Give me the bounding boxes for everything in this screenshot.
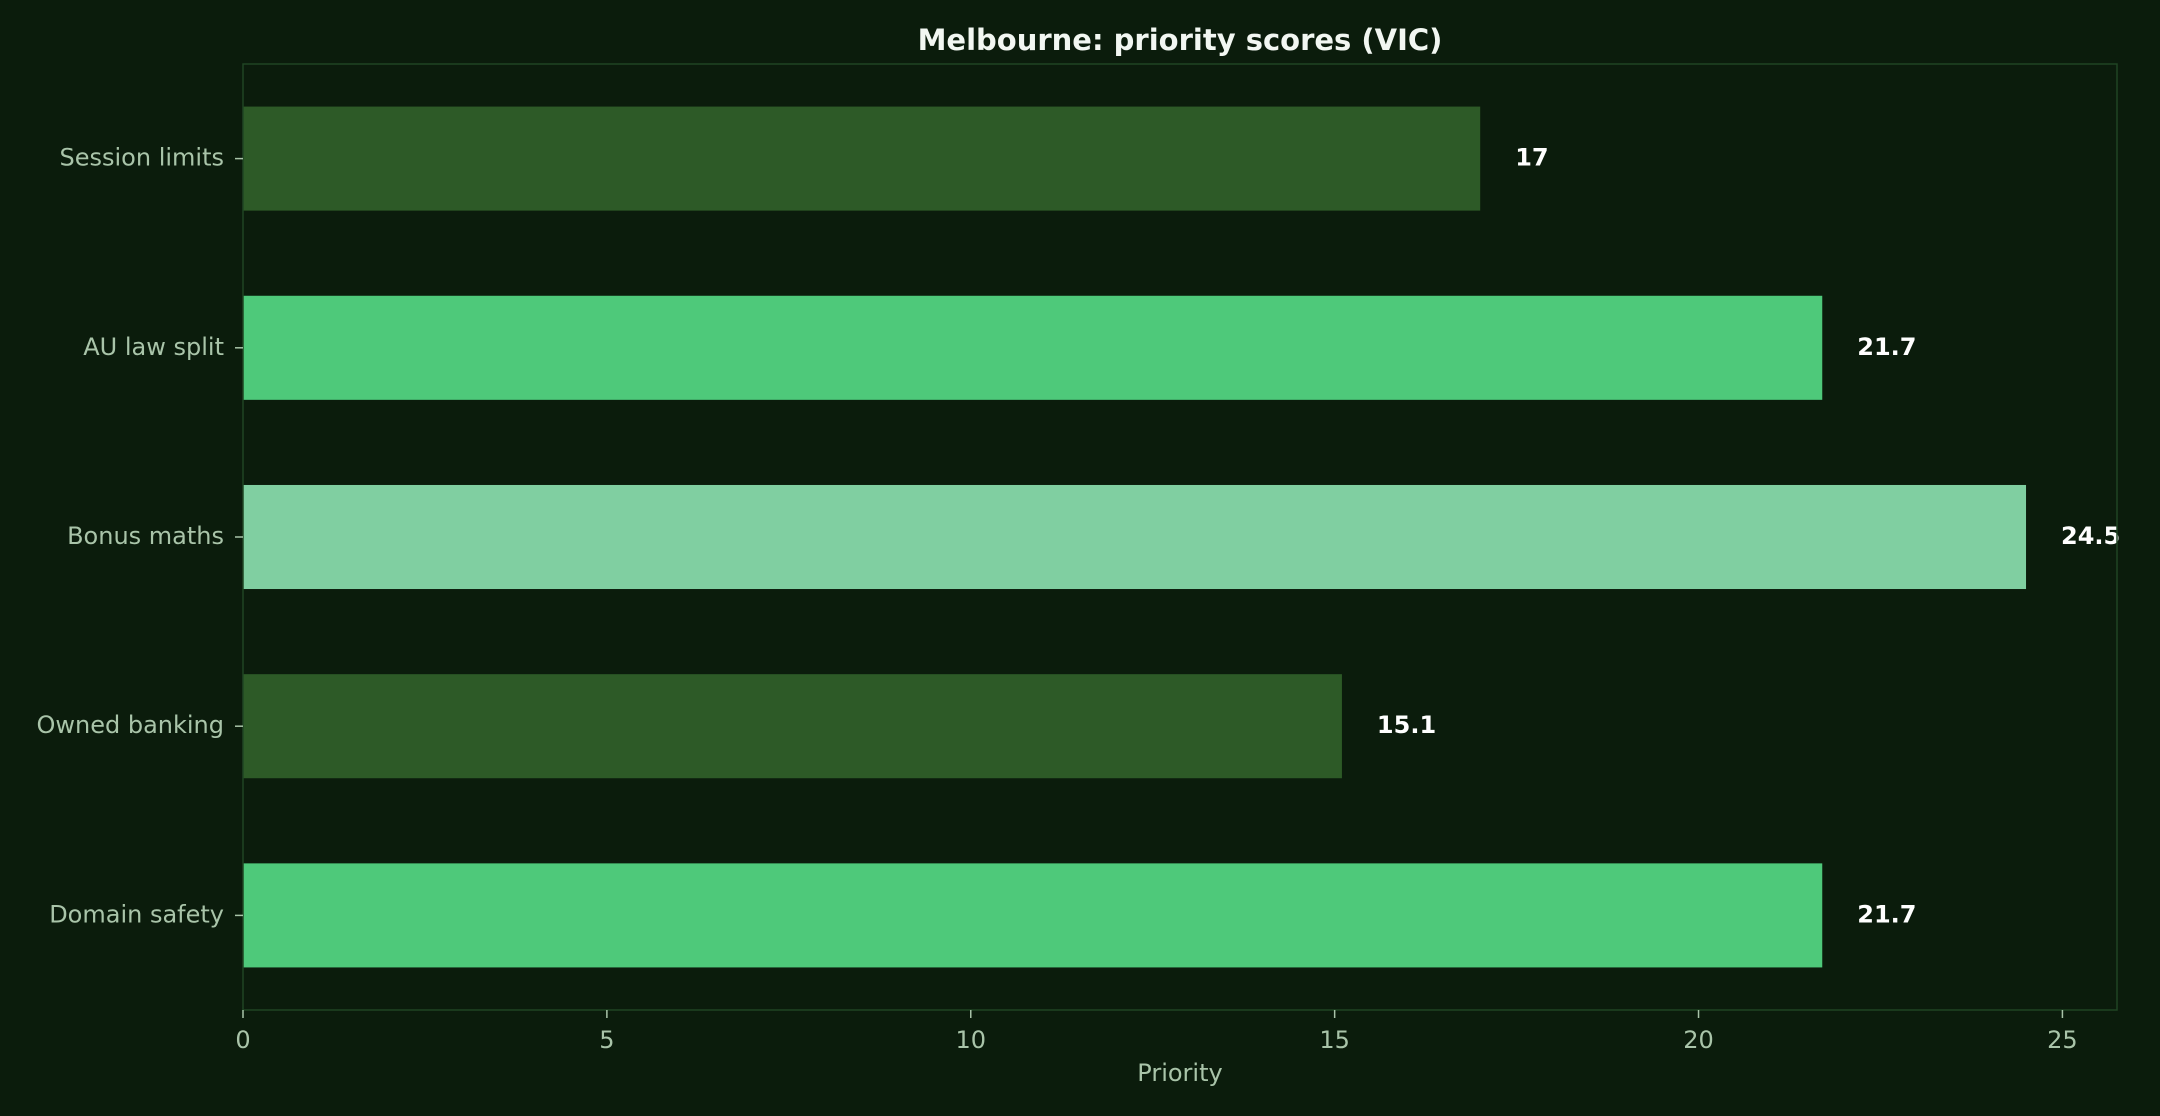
x-tick-label-5: 5 <box>599 1026 614 1054</box>
x-axis: 0 5 10 15 20 25 <box>235 1010 2078 1054</box>
x-tick-label-25: 25 <box>2047 1026 2078 1054</box>
bar-au-law-split <box>243 295 1823 400</box>
data-label-bonus-maths: 24.5 <box>2061 522 2120 550</box>
data-label-session-limits: 17 <box>1515 144 1548 172</box>
data-label-domain-safety: 21.7 <box>1857 900 1916 928</box>
x-axis-label: Priority <box>1137 1059 1222 1087</box>
x-tick-label-20: 20 <box>1683 1026 1714 1054</box>
y-tick-label-au-law-split: AU law split <box>83 333 224 361</box>
data-label-au-law-split: 21.7 <box>1857 333 1916 361</box>
data-label-owned-banking: 15.1 <box>1377 711 1436 739</box>
bar-owned-banking <box>243 674 1342 779</box>
bar-bonus-maths <box>243 484 2027 590</box>
x-tick-label-15: 15 <box>1319 1026 1350 1054</box>
y-tick-label-domain-safety: Domain safety <box>49 900 224 928</box>
data-labels-group: 17 21.7 24.5 15.1 21.7 <box>1377 144 2120 929</box>
y-tick-label-bonus-maths: Bonus maths <box>67 522 224 550</box>
y-tick-label-session-limits: Session limits <box>60 144 225 172</box>
chart-title: Melbourne: priority scores (VIC) <box>918 23 1443 57</box>
bars-group <box>243 106 2027 968</box>
x-tick-label-0: 0 <box>235 1026 250 1054</box>
y-axis: Session limits AU law split Bonus maths Own… <box>36 144 243 928</box>
bar-domain-safety <box>243 863 1823 968</box>
x-tick-label-10: 10 <box>955 1026 986 1054</box>
y-tick-label-owned-banking: Owned banking <box>36 711 224 739</box>
bar-session-limits <box>243 106 1481 211</box>
